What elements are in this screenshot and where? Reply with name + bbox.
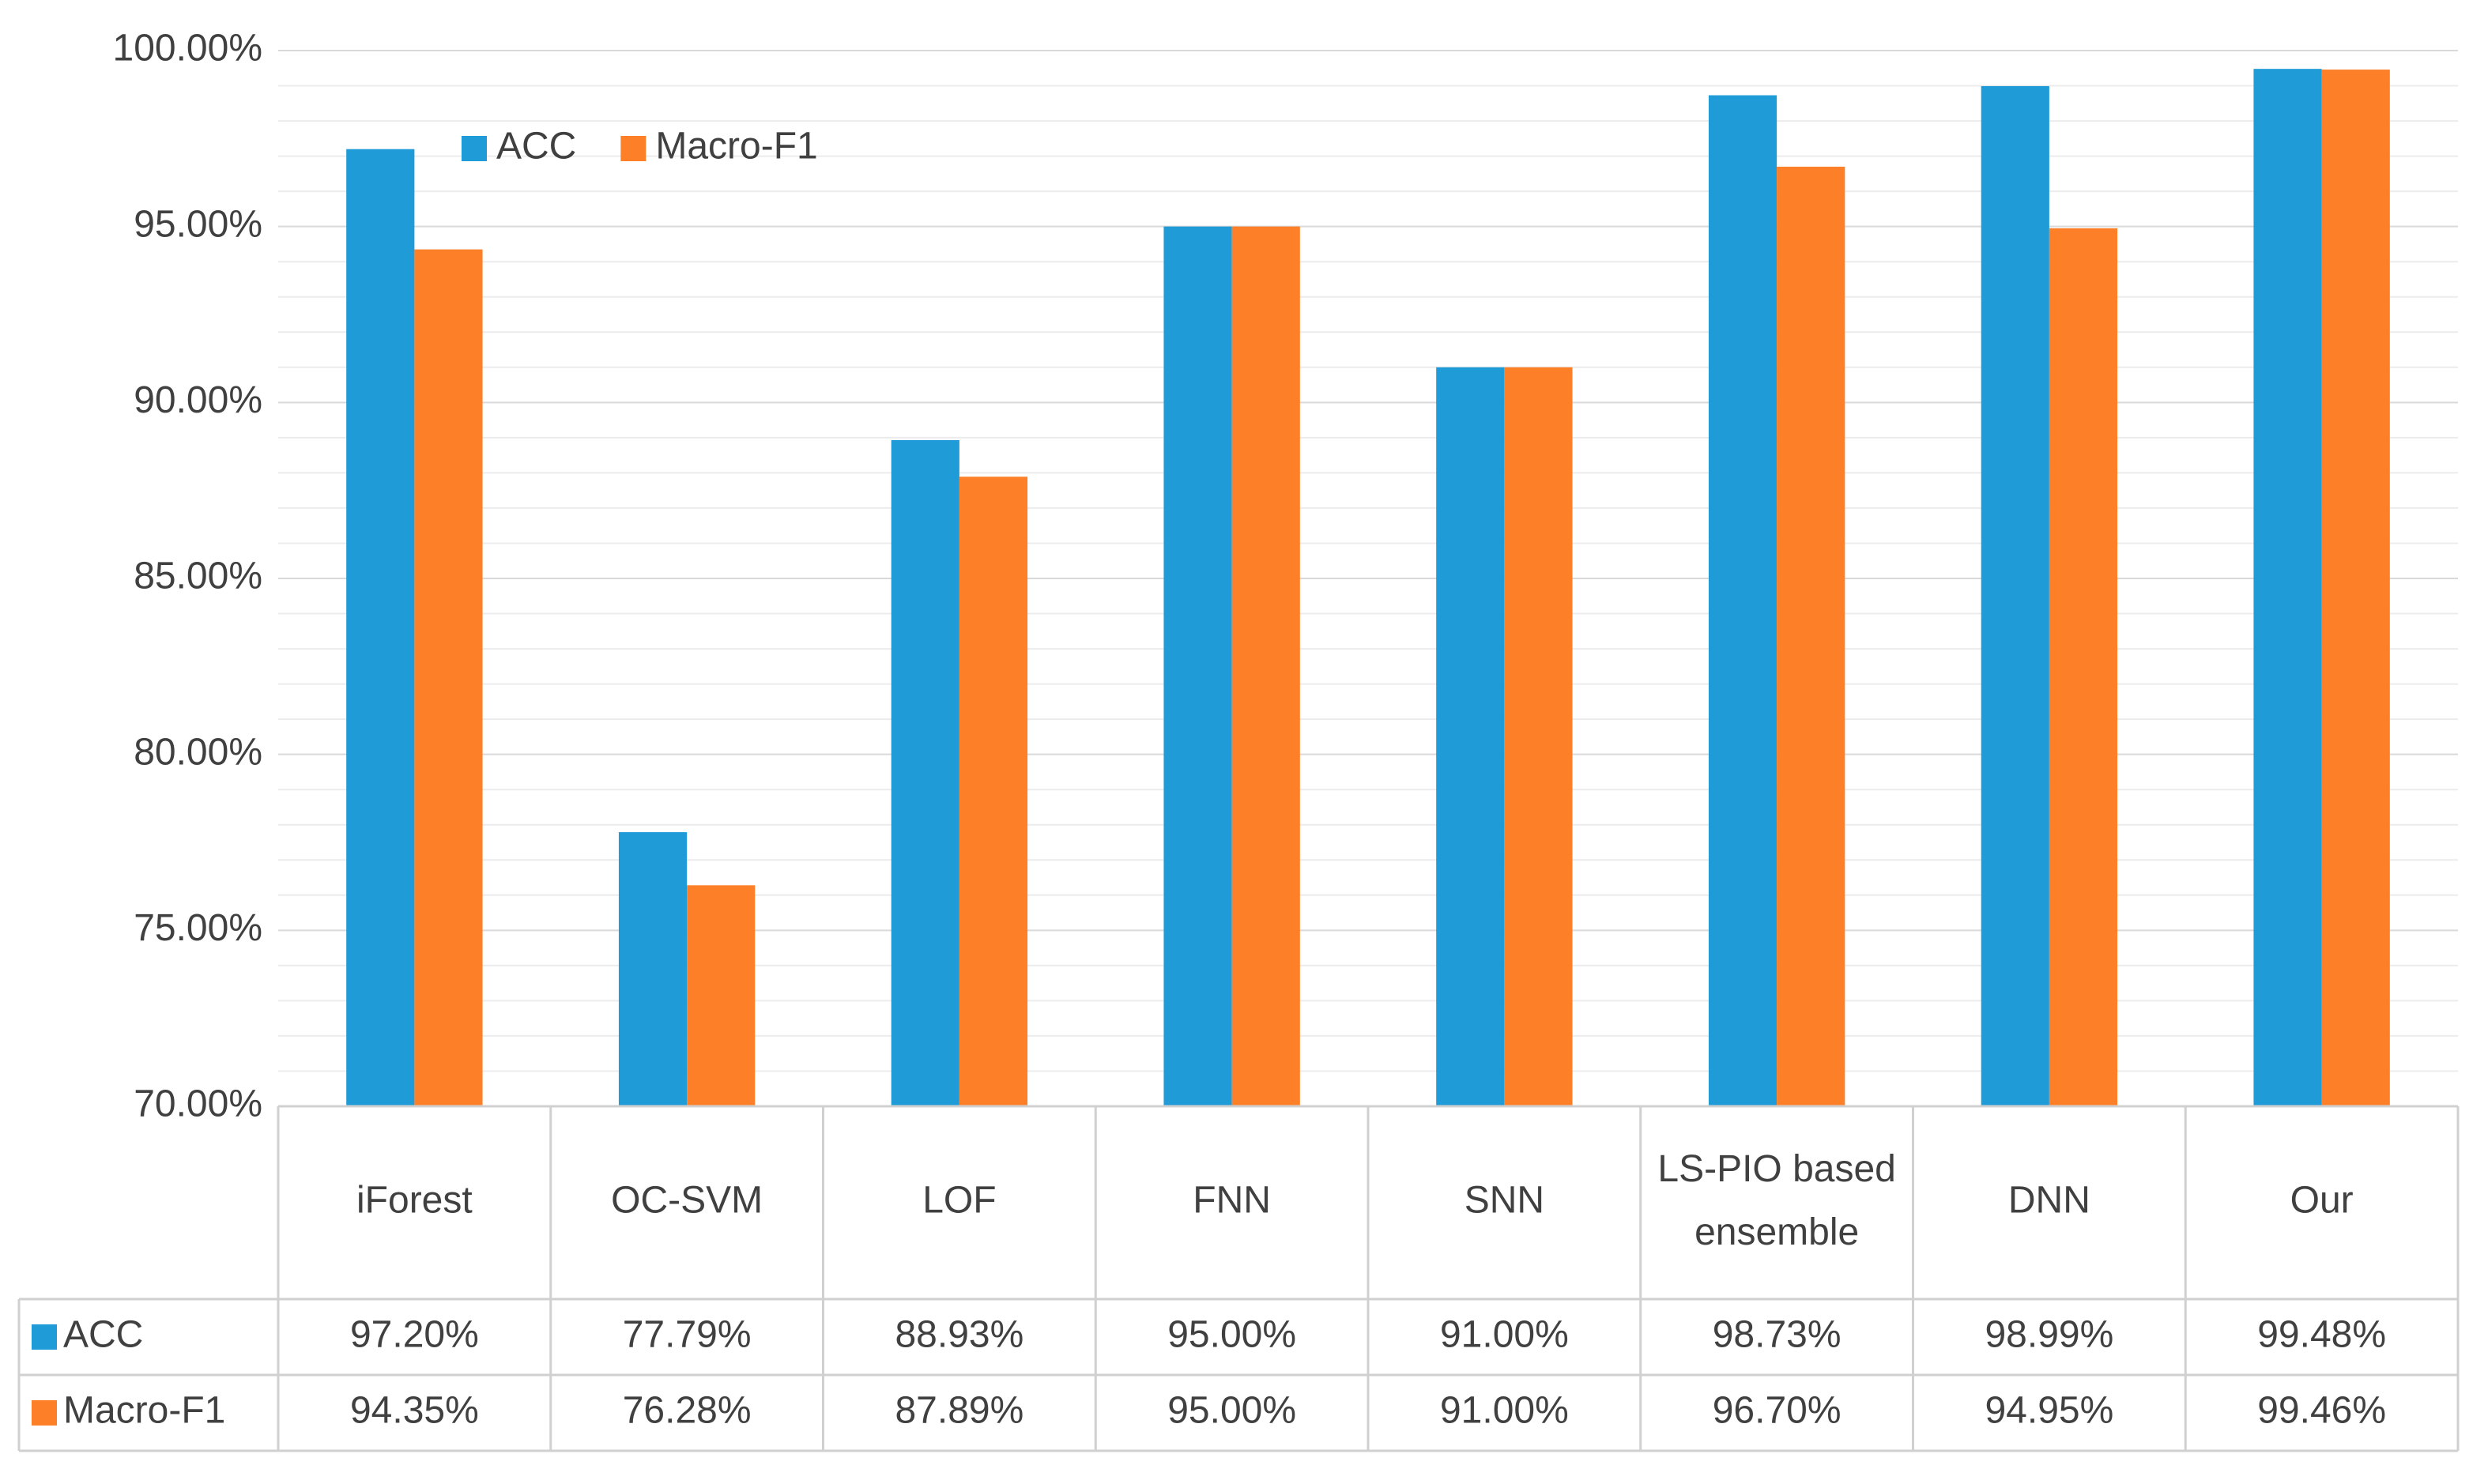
y-tick-label: 90.00%: [134, 379, 262, 421]
bar: [959, 476, 1028, 1106]
y-tick-label: 75.00%: [134, 907, 262, 949]
legend-label: ACC: [496, 126, 576, 168]
x-tick-label: OC-SVM: [611, 1180, 763, 1222]
x-tick-label: FNN: [1193, 1180, 1271, 1222]
bar: [891, 439, 959, 1106]
legend-swatch: [32, 1400, 57, 1426]
value-label: 98.73%: [1713, 1314, 1841, 1356]
bar: [1777, 166, 1845, 1107]
bar: [687, 885, 756, 1106]
bar: [1163, 226, 1232, 1107]
bar: [414, 249, 483, 1107]
legend-swatch: [462, 136, 487, 161]
value-label: 99.46%: [2257, 1390, 2386, 1432]
value-label: 98.99%: [1985, 1314, 2113, 1356]
legend-swatch: [620, 136, 647, 161]
x-tick-label: SNN: [1465, 1180, 1544, 1222]
bar: [1504, 367, 1573, 1106]
bar: [2253, 69, 2322, 1106]
y-tick-label: 100.00%: [113, 28, 263, 70]
value-label: 76.28%: [623, 1390, 752, 1432]
x-tick-label: iForest: [356, 1180, 473, 1222]
y-tick-label: 70.00%: [134, 1083, 262, 1125]
value-label: 99.48%: [2257, 1314, 2386, 1356]
bar: [1436, 367, 1505, 1106]
bar: [1231, 226, 1300, 1107]
value-label: 95.00%: [1167, 1390, 1296, 1432]
row-label: ACC: [63, 1314, 143, 1356]
y-tick-label: 80.00%: [134, 731, 262, 773]
value-label: 88.93%: [895, 1314, 1023, 1356]
legend-swatch: [32, 1324, 57, 1350]
x-tick-label: LS-PIO based ensemble: [1657, 1148, 1896, 1253]
value-label: 94.95%: [1985, 1390, 2113, 1432]
value-label: 95.00%: [1167, 1314, 1296, 1356]
bar: [346, 149, 415, 1106]
bar: [618, 832, 688, 1106]
y-tick-label: 85.00%: [134, 556, 262, 597]
value-label: 96.70%: [1713, 1390, 1841, 1432]
value-label: 77.79%: [623, 1314, 752, 1356]
row-label: Macro-F1: [63, 1390, 225, 1432]
bar: [1981, 85, 2049, 1107]
value-label: 91.00%: [1440, 1390, 1569, 1432]
bar: [2049, 228, 2118, 1107]
value-label: 94.35%: [350, 1390, 479, 1432]
x-tick-label: Our: [2290, 1180, 2354, 1222]
x-tick-label: DNN: [2008, 1180, 2090, 1222]
value-label: 97.20%: [350, 1314, 479, 1356]
legend-label: Macro-F1: [655, 126, 817, 168]
value-label: 91.00%: [1440, 1314, 1569, 1356]
bar: [2321, 70, 2390, 1107]
x-tick-label: LOF: [922, 1180, 996, 1222]
bar: [1708, 95, 1777, 1106]
y-tick-label: 95.00%: [134, 203, 262, 245]
value-label: 87.89%: [895, 1390, 1023, 1432]
